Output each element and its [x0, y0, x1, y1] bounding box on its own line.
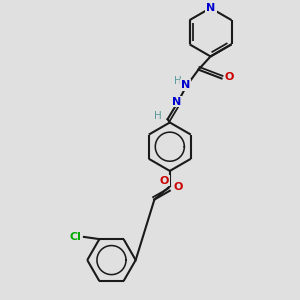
- Text: O: O: [174, 182, 183, 192]
- Text: N: N: [206, 3, 215, 13]
- Text: N: N: [181, 80, 190, 90]
- Text: O: O: [160, 176, 169, 186]
- Text: O: O: [225, 72, 234, 82]
- Text: N: N: [172, 97, 181, 106]
- Text: H: H: [174, 76, 182, 85]
- Text: H: H: [154, 111, 162, 121]
- Text: Cl: Cl: [69, 232, 81, 242]
